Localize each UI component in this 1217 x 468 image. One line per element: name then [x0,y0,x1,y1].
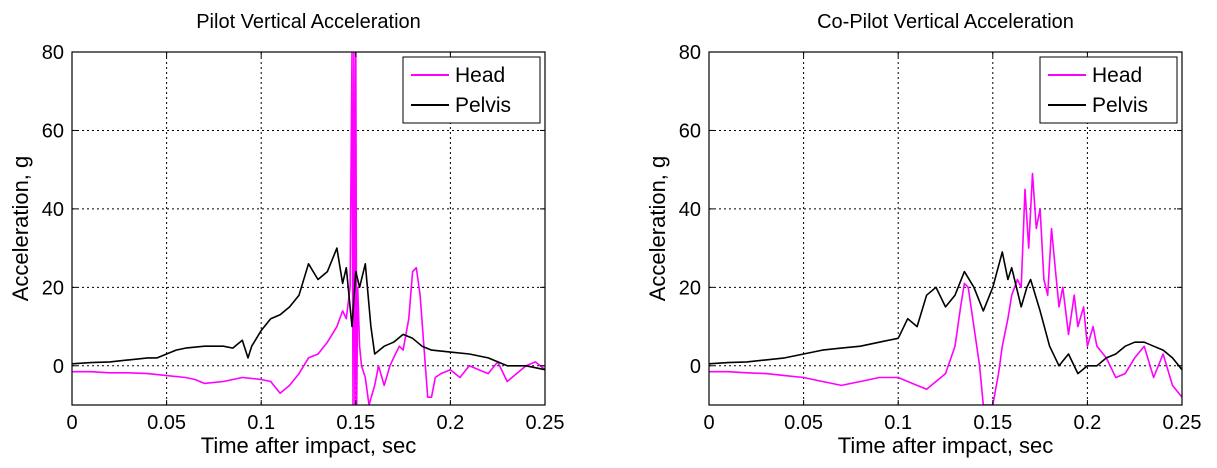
x-axis-label: Time after impact, sec [201,433,417,458]
x-tick-label: 0.15 [336,412,375,434]
y-axis-label: Acceleration, g [645,156,670,302]
panel-co-pilot: 0 0.05 0.1 0.15 0.2 0.25 0 20 40 60 80 Co-Pilot Ver… [645,11,1201,458]
y-tick-label: 20 [42,277,64,299]
x-tick-label: 0.1 [247,412,275,434]
series-line-head [72,52,545,405]
legend: Head Pelvis [1039,56,1178,124]
x-tick-label: 0.25 [1163,412,1202,434]
legend-label-head: Head [455,64,505,87]
series-line-pelvis [709,251,1182,375]
y-tick-label: 0 [53,356,64,378]
y-tick-label: 80 [42,42,64,64]
series-line-pelvis [72,247,545,371]
x-tick-label: 0.25 [526,412,565,434]
chart-title: Pilot Vertical Acceleration [196,11,421,33]
legend: Head Pelvis [402,56,541,124]
x-tick-label: 0.1 [884,412,912,434]
legend-box [402,56,541,124]
y-tick-label: 40 [679,199,701,221]
axes-frame [71,51,546,406]
legend-label-pelvis: Pelvis [455,94,511,117]
x-tick-label: 0.05 [784,412,823,434]
y-tick-label: 60 [42,120,64,142]
series-line-head [709,172,1182,405]
axes-frame [708,51,1183,406]
legend-box [1039,56,1178,124]
y-tick-label: 80 [679,42,701,64]
y-axis-label: Acceleration, g [8,156,33,302]
chart-title: Co-Pilot Vertical Acceleration [817,11,1074,33]
x-tick-label: 0.15 [973,412,1012,434]
x-tick-label: 0.05 [147,412,186,434]
y-tick-label: 40 [42,199,64,221]
x-tick-label: 0.2 [436,412,464,434]
y-tick-label: 0 [690,356,701,378]
x-tick-label: 0 [66,412,77,434]
x-axis-label: Time after impact, sec [838,433,1054,458]
legend-label-pelvis: Pelvis [1092,94,1148,117]
x-tick-label: 0 [703,412,714,434]
panel-pilot: 0 0.05 0.1 0.15 0.2 0.25 0 20 40 60 80 Pilot Vertic… [8,11,564,458]
x-tick-label: 0.2 [1073,412,1101,434]
y-tick-label: 60 [679,120,701,142]
legend-label-head: Head [1092,64,1142,87]
y-tick-label: 20 [679,277,701,299]
